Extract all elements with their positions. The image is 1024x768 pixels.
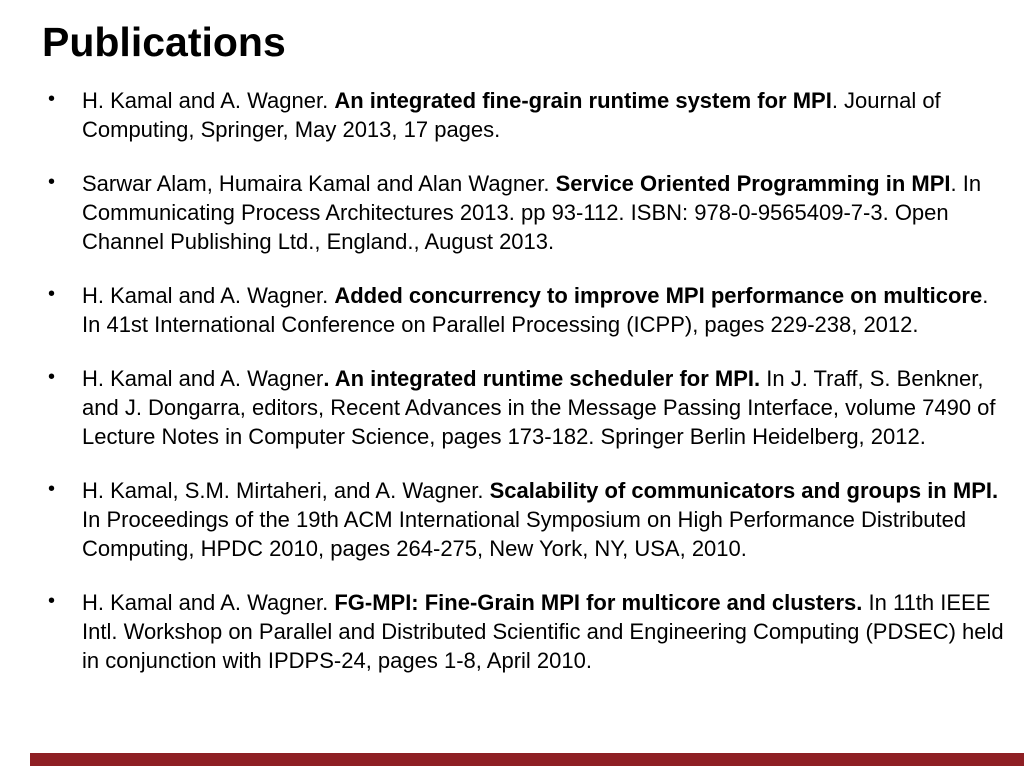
publication-text-segment: H. Kamal and A. Wagner.	[82, 590, 335, 615]
publication-item: • H. Kamal and A. Wagner. An integrated r…	[48, 364, 1012, 451]
page-title: Publications	[42, 19, 286, 65]
publications-list: • H. Kamal and A. Wagner. An integrated f…	[48, 86, 1012, 700]
publication-text-segment: In Proceedings of the 19th ACM Internati…	[82, 507, 967, 561]
publication-text-segment: Sarwar Alam, Humaira Kamal and Alan Wagn…	[82, 171, 556, 196]
publication-title-segment: . An integrated runtime scheduler for MP…	[323, 366, 761, 391]
publication-title-segment: An integrated fine-grain runtime system …	[334, 88, 832, 113]
publication-title-segment: Added concurrency to improve MPI perform…	[334, 283, 983, 308]
bullet-icon: •	[48, 88, 56, 110]
publication-text-segment: H. Kamal and A. Wagner	[82, 366, 324, 391]
publication-text-segment: H. Kamal, S.M. Mirtaheri, and A. Wagner.	[82, 478, 490, 503]
publication-text-segment: . In 41st International Conference on Pa…	[82, 283, 989, 337]
publication-item: • H. Kamal, S.M. Mirtaheri, and A. Wagner…	[48, 476, 1012, 563]
bullet-icon: •	[48, 366, 56, 388]
publication-title-segment: Scalability of communicators and groups …	[489, 478, 999, 503]
bullet-icon: •	[48, 590, 56, 612]
bullet-icon: •	[48, 478, 56, 500]
footer-accent-bar	[30, 753, 1024, 766]
bullet-icon: •	[48, 171, 56, 193]
publication-title-segment: FG-MPI: Fine-Grain MPI for multicore and…	[334, 590, 863, 615]
publication-text-segment: . In Communicating Process Architectures…	[82, 171, 982, 254]
publication-item: • Sarwar Alam, Humaira Kamal and Alan Wag…	[48, 169, 1012, 256]
publication-text-segment: . Journal of Computing, Springer, May 20…	[82, 88, 941, 142]
publication-text-segment: In J. Traff, S. Benkner, and J. Dongarra…	[82, 366, 996, 449]
bullet-icon: •	[48, 283, 56, 305]
publication-item: • H. Kamal and A. Wagner. Added concurren…	[48, 281, 1012, 339]
publication-text-segment: H. Kamal and A. Wagner.	[82, 88, 335, 113]
publication-item: • H. Kamal and A. Wagner. An integrated f…	[48, 86, 1012, 144]
publication-item: • H. Kamal and A. Wagner. FG-MPI: Fine-Gr…	[48, 588, 1012, 675]
publication-text-segment: In 11th IEEE Intl. Workshop on Parallel …	[82, 590, 1004, 673]
publication-title-segment: Service Oriented Programming in MPI	[555, 171, 951, 196]
publication-text-segment: H. Kamal and A. Wagner.	[82, 283, 335, 308]
